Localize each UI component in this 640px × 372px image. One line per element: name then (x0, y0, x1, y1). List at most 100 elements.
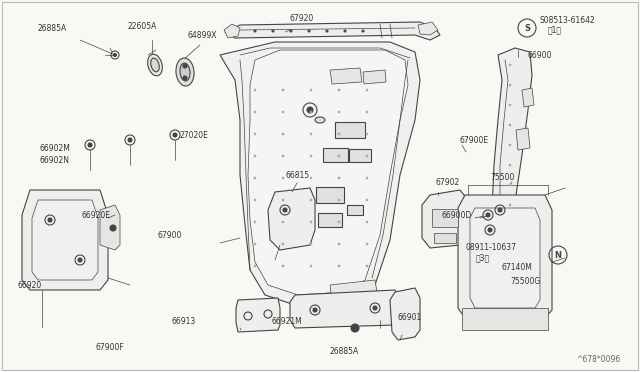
Circle shape (307, 107, 313, 113)
Bar (318, 213, 342, 227)
Circle shape (373, 306, 377, 310)
Circle shape (310, 199, 312, 201)
Text: 22605A: 22605A (127, 22, 156, 31)
Polygon shape (458, 195, 552, 318)
Text: 67900: 67900 (158, 231, 182, 240)
Polygon shape (330, 68, 362, 84)
Circle shape (113, 54, 116, 57)
Text: 26885A: 26885A (38, 23, 67, 32)
Circle shape (366, 177, 368, 179)
Bar (316, 187, 344, 203)
Polygon shape (22, 190, 108, 290)
Text: S08513-61642: S08513-61642 (540, 16, 596, 25)
Circle shape (254, 133, 256, 135)
Text: 66902M: 66902M (40, 144, 71, 153)
Circle shape (310, 243, 312, 245)
Polygon shape (422, 190, 468, 248)
Circle shape (366, 243, 368, 245)
Polygon shape (220, 42, 420, 305)
Circle shape (509, 164, 511, 166)
Polygon shape (32, 200, 98, 280)
Circle shape (254, 221, 256, 223)
Text: （1）: （1） (548, 26, 562, 35)
Circle shape (338, 89, 340, 91)
Circle shape (338, 155, 340, 157)
Circle shape (308, 30, 310, 32)
Text: 66900: 66900 (528, 51, 552, 60)
Circle shape (183, 64, 187, 68)
Circle shape (78, 258, 82, 262)
Polygon shape (390, 288, 420, 340)
Circle shape (486, 213, 490, 217)
Ellipse shape (176, 58, 194, 86)
Bar (349, 148, 371, 161)
Circle shape (254, 30, 256, 32)
Circle shape (254, 243, 256, 245)
Text: 75500: 75500 (490, 173, 515, 182)
Polygon shape (236, 298, 280, 332)
Polygon shape (363, 70, 386, 84)
Circle shape (338, 221, 340, 223)
Polygon shape (516, 128, 530, 150)
Circle shape (282, 133, 284, 135)
Text: 66901: 66901 (398, 314, 422, 323)
Circle shape (254, 111, 256, 113)
Polygon shape (248, 50, 408, 295)
Circle shape (509, 104, 511, 106)
Text: （3）: （3） (476, 253, 490, 263)
Circle shape (338, 243, 340, 245)
Circle shape (366, 199, 368, 201)
Circle shape (282, 89, 284, 91)
Circle shape (366, 89, 368, 91)
Circle shape (310, 265, 312, 267)
Circle shape (509, 84, 511, 86)
Text: 64899X: 64899X (188, 31, 218, 39)
Circle shape (338, 265, 340, 267)
Circle shape (313, 308, 317, 312)
Polygon shape (100, 205, 120, 250)
Polygon shape (462, 308, 548, 330)
Circle shape (282, 243, 284, 245)
Circle shape (338, 199, 340, 201)
Text: 27020E: 27020E (180, 131, 209, 140)
Text: S: S (524, 23, 530, 32)
Text: 75500G: 75500G (510, 278, 540, 286)
Text: 26885A: 26885A (330, 347, 359, 356)
Circle shape (88, 143, 92, 147)
Polygon shape (290, 290, 400, 328)
Circle shape (362, 30, 364, 32)
Circle shape (351, 324, 359, 332)
Circle shape (366, 111, 368, 113)
Circle shape (326, 30, 328, 32)
Circle shape (310, 221, 312, 223)
Circle shape (128, 138, 132, 142)
Circle shape (282, 111, 284, 113)
Circle shape (254, 89, 256, 91)
Circle shape (310, 155, 312, 157)
Circle shape (344, 30, 346, 32)
Circle shape (498, 208, 502, 212)
Circle shape (290, 30, 292, 32)
Circle shape (338, 177, 340, 179)
Ellipse shape (180, 63, 190, 81)
Polygon shape (268, 188, 315, 250)
Polygon shape (224, 24, 240, 38)
Ellipse shape (151, 58, 159, 72)
Bar (323, 148, 348, 162)
Text: 67900E: 67900E (460, 135, 489, 144)
Polygon shape (225, 22, 440, 40)
Circle shape (254, 265, 256, 267)
Bar (347, 205, 363, 215)
Circle shape (509, 124, 511, 126)
Text: 66902N: 66902N (40, 155, 70, 164)
Circle shape (282, 199, 284, 201)
Polygon shape (522, 88, 534, 107)
Circle shape (282, 155, 284, 157)
Circle shape (254, 177, 256, 179)
Circle shape (254, 199, 256, 201)
Circle shape (366, 133, 368, 135)
Bar (335, 122, 365, 138)
Circle shape (310, 89, 312, 91)
Text: 67140M: 67140M (502, 263, 533, 273)
Circle shape (366, 221, 368, 223)
